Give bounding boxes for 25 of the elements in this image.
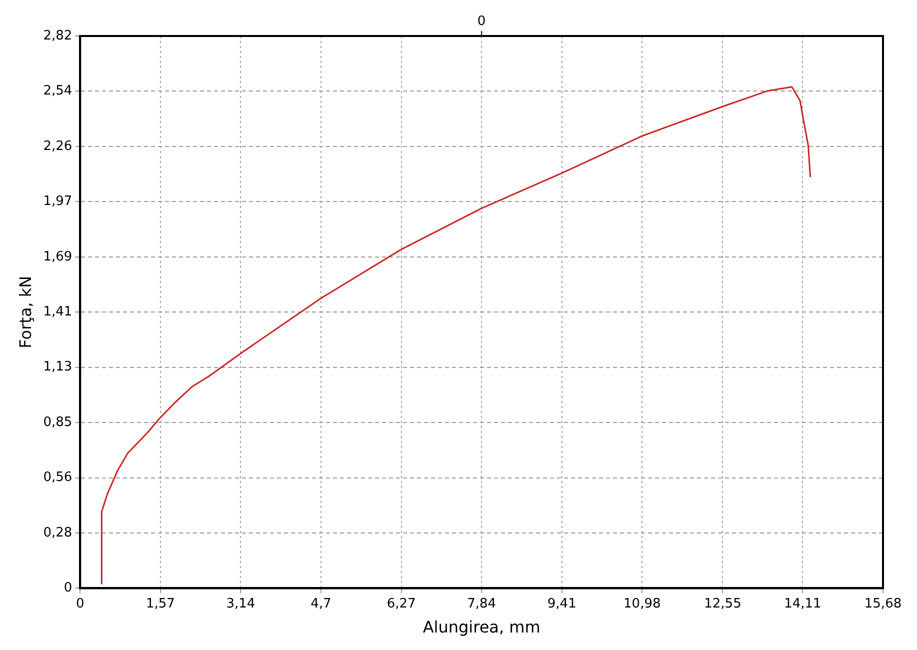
x-tick-label: 6,27: [386, 596, 416, 612]
y-tick-label: 1,41: [43, 304, 72, 320]
x-tick-label: 0: [76, 596, 84, 612]
y-tick-label: 0,56: [43, 470, 72, 486]
x-tick-label: 9,41: [547, 596, 576, 612]
x-tick-label: 3,14: [226, 596, 256, 612]
x-tick-label: 4,7: [310, 596, 332, 612]
y-tick-label: 2,82: [43, 28, 72, 44]
y-tick-label: 1,13: [43, 360, 72, 375]
x-tick-label: 12,55: [704, 596, 742, 612]
x-axis-title: Alungirea, mm: [422, 618, 540, 637]
y-tick-label: 0,28: [43, 525, 72, 540]
y-tick-label: 1,97: [43, 194, 72, 210]
y-tick-label: 2,26: [43, 138, 72, 154]
x-tick-label: 7,84: [467, 596, 496, 612]
x-tick-label: 15,68: [864, 596, 902, 612]
x-tick-label: 14,11: [784, 596, 822, 612]
y-tick-label: 2,54: [43, 84, 72, 99]
y-tick-label: 0: [64, 580, 72, 596]
text: 0: [477, 14, 486, 29]
x-tick-label: 1,57: [146, 596, 175, 612]
y-tick-label: 1,69: [43, 249, 72, 264]
x-tick-label: 10,98: [624, 596, 661, 612]
y-tick-label: 0,85: [43, 414, 72, 430]
y-axis-title: Forţa, kN: [16, 276, 35, 348]
